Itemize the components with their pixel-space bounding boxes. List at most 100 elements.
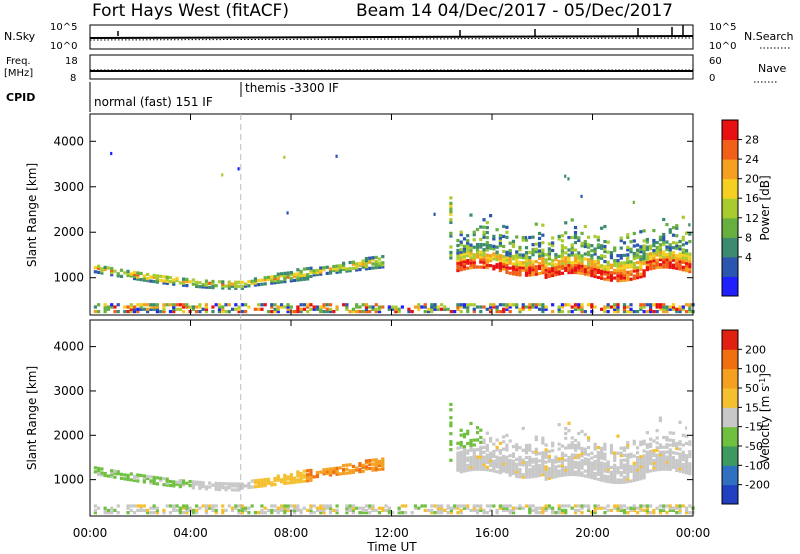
echo-cell — [629, 455, 633, 459]
clutter-cell — [165, 303, 169, 307]
power-colorbar-tick-label: 8 — [745, 231, 752, 244]
clutter-cell — [155, 309, 160, 314]
clutter-cell — [531, 504, 535, 508]
echo-cell — [544, 460, 548, 464]
clutter-cell — [632, 508, 636, 513]
echo-cell — [671, 251, 676, 255]
clutter-cell — [407, 309, 411, 314]
echo-cell — [377, 261, 382, 265]
echo-cell — [508, 249, 512, 253]
clutter-cell — [492, 305, 496, 309]
echo-cell — [537, 471, 542, 475]
echo-cell — [639, 272, 643, 276]
clutter-cell — [345, 511, 349, 515]
echo-cell — [152, 477, 156, 481]
clutter-cell — [93, 508, 97, 513]
echo-cell — [580, 471, 584, 475]
clutter-cell — [557, 506, 561, 510]
echo-cell — [544, 260, 548, 264]
clutter-cell — [456, 305, 460, 309]
clutter-cell — [93, 309, 97, 314]
clutter-cell — [260, 504, 264, 508]
echo-cell — [146, 272, 150, 277]
echo-cell — [462, 267, 467, 271]
echo-cell — [583, 272, 587, 276]
echo-cell — [309, 472, 313, 476]
echo-cell — [632, 461, 636, 465]
echo-cell — [335, 468, 339, 472]
clutter-cell — [622, 504, 627, 508]
echo-cell — [580, 473, 584, 477]
echo-cell — [364, 256, 369, 261]
echo-cell — [547, 249, 551, 253]
echo-cell — [348, 269, 352, 273]
clutter-cell — [645, 303, 649, 307]
clutter-cell — [132, 309, 137, 314]
echo-cell — [286, 275, 290, 279]
clutter-cell — [240, 504, 244, 508]
clutter-cell — [453, 309, 457, 314]
echo-cell — [616, 274, 620, 278]
echo-cell — [511, 452, 516, 456]
velocity-colorbar-swatch — [722, 330, 738, 350]
clutter-cell — [649, 305, 653, 309]
echo-cell — [645, 450, 649, 454]
echo-cell — [583, 257, 587, 261]
echo-cell — [675, 246, 679, 250]
echo-cell — [603, 469, 607, 473]
echo-cell — [377, 257, 382, 261]
echo-cell — [103, 471, 107, 476]
echo-cell — [596, 460, 600, 464]
echo-cell — [132, 476, 137, 481]
clutter-cell — [658, 305, 663, 309]
clutter-cell — [149, 305, 153, 309]
clutter-cell — [613, 305, 617, 309]
scatter-cell — [221, 173, 224, 177]
power-colorbar-swatch — [722, 217, 738, 238]
echo-cell — [524, 451, 529, 455]
echo-cell — [374, 464, 378, 468]
echo-cell — [479, 250, 483, 254]
clutter-cell — [227, 504, 231, 508]
echo-cell — [479, 252, 483, 257]
echo-cell — [159, 478, 163, 482]
clutter-cell — [649, 309, 653, 314]
clutter-cell — [466, 307, 470, 311]
clutter-cell — [217, 305, 222, 309]
clutter-cell — [371, 307, 375, 311]
clutter-cell — [276, 305, 280, 309]
clutter-cell — [671, 506, 676, 510]
clutter-cell — [142, 303, 146, 307]
echo-cell — [560, 451, 565, 455]
echo-cell — [475, 448, 480, 452]
echo-cell — [515, 465, 519, 469]
echo-cell — [590, 463, 594, 467]
nsearch-tick-top: 10^5 — [709, 22, 736, 33]
echo-cell — [381, 265, 385, 269]
echo-cell — [645, 257, 649, 262]
echo-cell — [237, 482, 241, 486]
echo-cell — [652, 266, 656, 270]
clutter-cell — [234, 506, 238, 510]
echo-cell — [381, 465, 385, 469]
echo-cell — [126, 477, 130, 482]
echo-cell — [466, 456, 470, 460]
scatter-cell — [632, 200, 635, 205]
echo-cell — [573, 443, 578, 447]
echo-cell — [224, 488, 228, 492]
echo-cell — [675, 259, 679, 263]
echo-cell — [498, 253, 502, 258]
clutter-cell — [439, 511, 444, 515]
echo-cell — [675, 226, 679, 230]
clutter-cell — [286, 303, 290, 307]
echo-cell — [178, 483, 182, 487]
echo-cell — [639, 472, 643, 476]
echo-cell — [603, 267, 607, 271]
echo-cell — [283, 479, 287, 483]
echo-cell — [652, 251, 656, 255]
echo-cell — [645, 455, 649, 459]
echo-cell — [289, 479, 293, 483]
clutter-cell — [374, 309, 378, 314]
clutter-cell — [191, 305, 195, 309]
echo-cell — [567, 429, 571, 433]
